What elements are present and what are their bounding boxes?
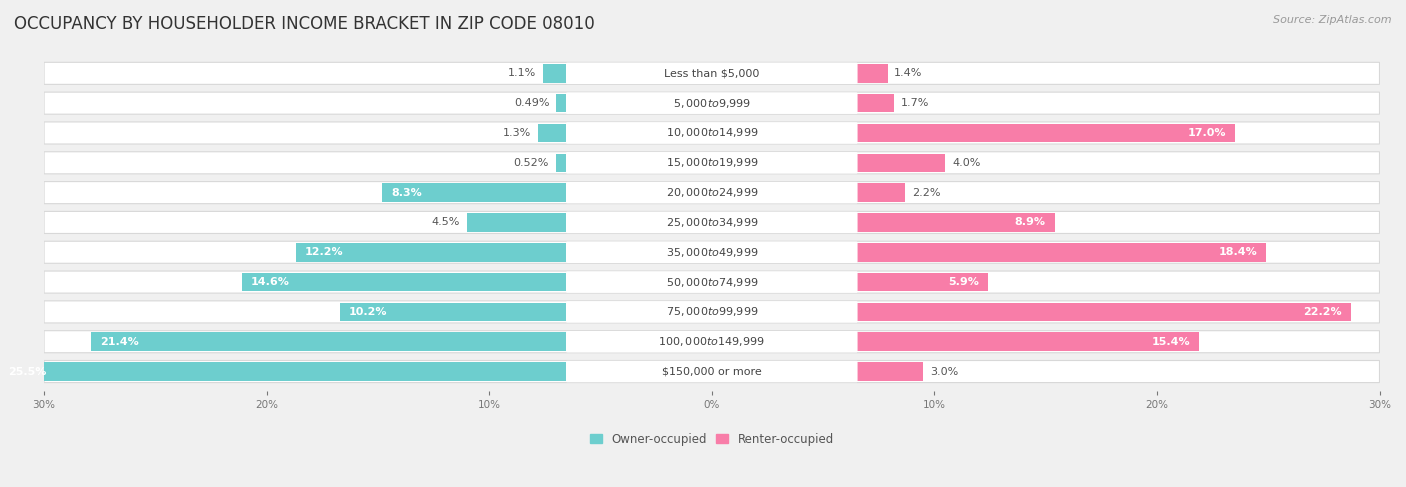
Bar: [856, 302, 1351, 321]
Text: $100,000 to $149,999: $100,000 to $149,999: [658, 335, 765, 348]
Text: $15,000 to $19,999: $15,000 to $19,999: [665, 156, 758, 169]
Text: 10.2%: 10.2%: [349, 307, 388, 317]
Text: 17.0%: 17.0%: [1188, 128, 1226, 138]
Text: Less than $5,000: Less than $5,000: [664, 68, 759, 78]
Text: 14.6%: 14.6%: [252, 277, 290, 287]
Text: $150,000 or more: $150,000 or more: [662, 367, 762, 376]
Bar: [856, 94, 894, 112]
Bar: [856, 184, 905, 202]
FancyBboxPatch shape: [44, 301, 1379, 323]
Bar: [467, 213, 567, 232]
Bar: [340, 302, 567, 321]
Bar: [0, 362, 567, 381]
FancyBboxPatch shape: [567, 63, 858, 84]
Text: 1.3%: 1.3%: [503, 128, 531, 138]
FancyBboxPatch shape: [567, 152, 858, 173]
Text: 1.7%: 1.7%: [901, 98, 929, 108]
FancyBboxPatch shape: [44, 62, 1379, 84]
Text: OCCUPANCY BY HOUSEHOLDER INCOME BRACKET IN ZIP CODE 08010: OCCUPANCY BY HOUSEHOLDER INCOME BRACKET …: [14, 15, 595, 33]
Bar: [543, 64, 567, 83]
Bar: [91, 333, 567, 351]
Text: $35,000 to $49,999: $35,000 to $49,999: [665, 246, 758, 259]
Text: 8.3%: 8.3%: [391, 187, 422, 198]
FancyBboxPatch shape: [567, 212, 858, 233]
Text: 3.0%: 3.0%: [929, 367, 957, 376]
Text: $75,000 to $99,999: $75,000 to $99,999: [665, 305, 758, 318]
FancyBboxPatch shape: [567, 242, 858, 263]
Legend: Owner-occupied, Renter-occupied: Owner-occupied, Renter-occupied: [591, 432, 834, 446]
Bar: [856, 213, 1054, 232]
Bar: [295, 243, 567, 262]
FancyBboxPatch shape: [567, 361, 858, 382]
Bar: [856, 124, 1234, 142]
Text: 8.9%: 8.9%: [1015, 217, 1046, 227]
Bar: [856, 64, 887, 83]
FancyBboxPatch shape: [44, 360, 1379, 383]
Bar: [856, 273, 988, 291]
FancyBboxPatch shape: [44, 241, 1379, 263]
Bar: [557, 94, 567, 112]
FancyBboxPatch shape: [567, 182, 858, 204]
Text: 21.4%: 21.4%: [100, 337, 138, 347]
Bar: [242, 273, 567, 291]
Text: 5.9%: 5.9%: [948, 277, 979, 287]
Text: $50,000 to $74,999: $50,000 to $74,999: [665, 276, 758, 289]
Text: 4.0%: 4.0%: [952, 158, 980, 168]
FancyBboxPatch shape: [44, 211, 1379, 233]
Bar: [382, 184, 567, 202]
Bar: [856, 333, 1199, 351]
FancyBboxPatch shape: [44, 182, 1379, 204]
Text: 1.4%: 1.4%: [894, 68, 922, 78]
Bar: [856, 243, 1265, 262]
Text: 25.5%: 25.5%: [8, 367, 46, 376]
FancyBboxPatch shape: [44, 122, 1379, 144]
Text: Source: ZipAtlas.com: Source: ZipAtlas.com: [1274, 15, 1392, 25]
Bar: [538, 124, 567, 142]
FancyBboxPatch shape: [567, 301, 858, 322]
FancyBboxPatch shape: [44, 271, 1379, 293]
FancyBboxPatch shape: [567, 122, 858, 144]
FancyBboxPatch shape: [44, 331, 1379, 353]
FancyBboxPatch shape: [567, 93, 858, 114]
FancyBboxPatch shape: [567, 331, 858, 353]
Bar: [555, 153, 567, 172]
Text: 0.52%: 0.52%: [513, 158, 548, 168]
Text: $20,000 to $24,999: $20,000 to $24,999: [665, 186, 758, 199]
Text: 12.2%: 12.2%: [305, 247, 343, 257]
Text: 18.4%: 18.4%: [1219, 247, 1257, 257]
Text: $5,000 to $9,999: $5,000 to $9,999: [672, 96, 751, 110]
Text: 1.1%: 1.1%: [508, 68, 536, 78]
FancyBboxPatch shape: [567, 271, 858, 293]
FancyBboxPatch shape: [44, 152, 1379, 174]
Text: 22.2%: 22.2%: [1303, 307, 1341, 317]
Text: 15.4%: 15.4%: [1152, 337, 1191, 347]
Bar: [856, 153, 945, 172]
Bar: [856, 362, 924, 381]
Text: 4.5%: 4.5%: [432, 217, 460, 227]
Text: $10,000 to $14,999: $10,000 to $14,999: [665, 127, 758, 139]
FancyBboxPatch shape: [44, 92, 1379, 114]
Text: $25,000 to $34,999: $25,000 to $34,999: [665, 216, 758, 229]
Text: 0.49%: 0.49%: [515, 98, 550, 108]
Text: 2.2%: 2.2%: [912, 187, 941, 198]
